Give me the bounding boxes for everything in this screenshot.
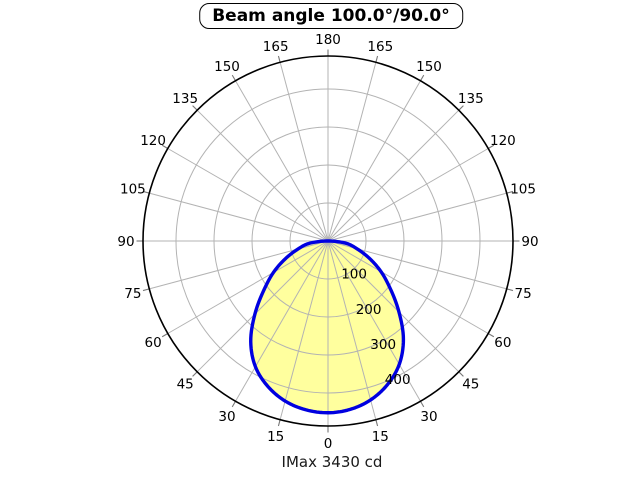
angle-tick-mark xyxy=(142,190,150,194)
angle-tick-label: 15 xyxy=(372,429,389,445)
grid-radial-line xyxy=(149,192,329,242)
angle-tick-mark xyxy=(375,419,379,427)
angle-tick-mark xyxy=(231,400,236,408)
angle-tick-label: 105 xyxy=(120,182,146,198)
grid-radial-line xyxy=(196,240,329,373)
grid-radial-line xyxy=(279,62,329,242)
intensity-curve xyxy=(249,239,406,415)
angle-tick-label: 105 xyxy=(510,182,536,198)
angle-tick-label: 165 xyxy=(367,39,393,55)
angle-tick-label: 60 xyxy=(145,335,162,351)
angle-tick-label: 150 xyxy=(416,59,442,75)
angle-tick-mark xyxy=(231,74,236,82)
angle-tick-label: 150 xyxy=(214,59,240,75)
angle-tick-label: 135 xyxy=(458,91,484,107)
grid-radial-line xyxy=(167,148,329,242)
angle-tick-mark xyxy=(506,190,514,194)
radial-tick-label: 100 xyxy=(341,267,367,283)
imax-label: IMax 3430 cd xyxy=(281,453,383,471)
grid-radial-line xyxy=(327,240,377,420)
angle-tick-label: 180 xyxy=(315,32,341,48)
angle-tick-mark xyxy=(458,105,464,111)
angle-tick-label: 15 xyxy=(267,429,284,445)
grid-radial-line xyxy=(327,240,489,334)
grid-radial-line xyxy=(235,240,329,402)
angle-tick-mark xyxy=(487,333,495,338)
grid-radial-line xyxy=(235,80,329,242)
angle-tick-label: 135 xyxy=(172,91,198,107)
angle-tick-mark xyxy=(277,419,281,427)
angle-tick-mark xyxy=(161,144,169,149)
chart-title: Beam angle 100.0°/90.0° xyxy=(212,6,450,26)
grid-radial-line xyxy=(327,80,421,242)
grid-radial-line xyxy=(327,62,377,242)
angle-tick-label: 165 xyxy=(263,39,289,55)
angle-tick-label: 90 xyxy=(117,234,134,250)
angle-tick-mark xyxy=(487,144,495,149)
angle-tick-label: 45 xyxy=(177,377,194,393)
grid-radial-line xyxy=(167,240,329,334)
angle-tick-mark xyxy=(506,288,514,292)
angle-tick-label: 30 xyxy=(420,409,437,425)
angle-tick-label: 120 xyxy=(140,133,166,149)
grid-radial-line xyxy=(196,109,329,242)
beam-area-fill xyxy=(250,241,404,413)
angle-tick-mark xyxy=(192,371,198,377)
angle-tick-mark xyxy=(458,371,464,377)
angle-tick-mark xyxy=(420,400,425,408)
angle-tick-label: 75 xyxy=(124,286,141,302)
grid-radial-line xyxy=(327,148,489,242)
outer-circle xyxy=(142,55,514,427)
radial-tick-label: 200 xyxy=(356,302,382,318)
grid-radial-line xyxy=(327,192,507,242)
angle-tick-label: 30 xyxy=(218,409,235,425)
grid-radial-line xyxy=(327,240,421,402)
angle-tick-label: 120 xyxy=(490,133,516,149)
radial-tick-label: 400 xyxy=(385,372,411,388)
grid-radial-line xyxy=(279,240,329,420)
angle-tick-mark xyxy=(192,105,198,111)
angle-tick-label: 75 xyxy=(515,286,532,302)
angle-tick-mark xyxy=(375,55,379,63)
angle-tick-mark xyxy=(277,55,281,63)
angle-tick-mark xyxy=(142,288,150,292)
radial-tick-label: 300 xyxy=(370,337,396,353)
angle-tick-label: 90 xyxy=(521,234,538,250)
title-box: Beam angle 100.0°/90.0° xyxy=(199,3,463,29)
grid-radial-line xyxy=(327,240,460,373)
angle-tick-mark xyxy=(161,333,169,338)
angle-tick-label: 60 xyxy=(494,335,511,351)
angle-tick-mark xyxy=(420,74,425,82)
angle-tick-label: 0 xyxy=(324,436,333,452)
grid-radial-line xyxy=(327,109,460,242)
angle-tick-label: 45 xyxy=(462,377,479,393)
